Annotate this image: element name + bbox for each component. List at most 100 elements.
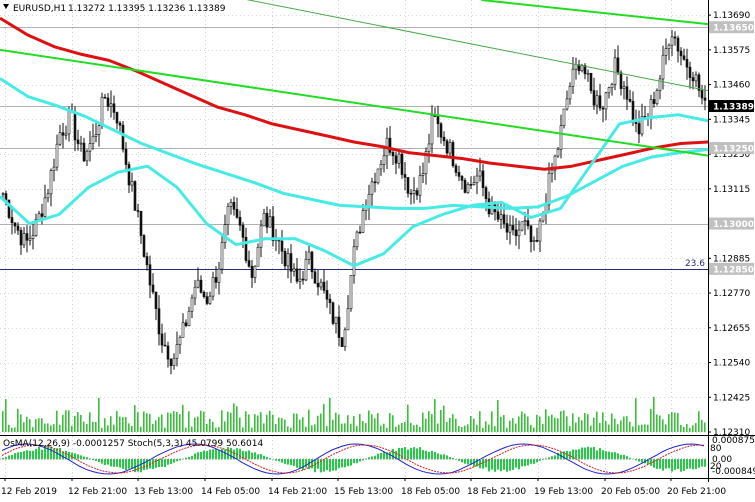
volume-bar <box>629 421 631 432</box>
volume-bar <box>533 427 535 432</box>
osma-bar <box>626 456 628 460</box>
volume-bar <box>473 418 475 432</box>
candle-body <box>628 99 632 102</box>
osma-bar <box>11 454 13 460</box>
osma-bar <box>224 449 226 460</box>
osma-bar <box>395 450 397 460</box>
candle-body <box>208 295 212 304</box>
osma-bar <box>134 459 136 473</box>
osma-bar <box>485 459 487 468</box>
volume-bar <box>200 410 202 432</box>
volume-bar <box>512 418 514 432</box>
osma-bar <box>71 452 73 460</box>
volume-bar <box>431 414 433 432</box>
volume-bar <box>71 425 73 432</box>
volume-bar <box>122 417 124 432</box>
osma-bar <box>158 459 160 468</box>
volume-bar <box>263 423 265 432</box>
candle-body <box>157 308 161 335</box>
osma-bar <box>101 459 103 464</box>
osma-bar <box>587 446 589 460</box>
candle-body <box>286 253 290 267</box>
candle-body <box>406 177 410 194</box>
volume-bar <box>584 413 586 432</box>
osma-bar <box>20 452 22 460</box>
price-tick-label: 1.13115 <box>713 185 750 195</box>
candle-body <box>640 116 644 135</box>
volume-bar <box>590 425 592 432</box>
volume-bar <box>224 421 226 432</box>
osma-bar <box>338 459 340 468</box>
candle-body <box>304 259 308 281</box>
candle-body <box>514 229 518 237</box>
volume-bar <box>389 413 391 432</box>
candle-body <box>172 357 176 366</box>
volume-bar <box>89 412 91 432</box>
time-tick-label: 20 Feb 21:00 <box>667 487 726 497</box>
osma-bar <box>491 459 493 470</box>
candle-body <box>475 175 479 183</box>
candle-body <box>361 210 365 233</box>
fib-label: 23.6 <box>685 259 705 269</box>
volume-bar <box>59 424 61 432</box>
volume-bar <box>299 419 301 432</box>
candle-body <box>235 209 239 218</box>
candle-body <box>427 143 431 152</box>
candle-body <box>481 170 485 188</box>
osma-bar <box>77 454 79 460</box>
volume-bar <box>548 416 550 432</box>
candle-body <box>430 115 434 145</box>
osma-bar <box>605 451 607 460</box>
indicator-line <box>0 113 709 268</box>
volume-bar <box>14 427 16 432</box>
stoch-level-20: 20 <box>710 462 722 472</box>
candle-body <box>139 210 143 236</box>
stoch-signal-line <box>1 444 705 474</box>
volume-bar <box>626 416 628 432</box>
candle-body <box>10 217 14 224</box>
candle-body <box>223 224 227 243</box>
candle-body <box>319 281 323 288</box>
osma-bar <box>317 459 319 469</box>
volume-bar <box>272 414 274 432</box>
osma-bar <box>200 451 202 460</box>
candle-body <box>142 235 146 257</box>
candle-body <box>445 140 449 154</box>
candle-body <box>697 74 701 91</box>
candle-body <box>25 233 29 241</box>
volume-bar <box>656 414 658 432</box>
volume-bar <box>539 416 541 432</box>
osma-bar <box>227 447 229 460</box>
candle-body <box>358 231 362 234</box>
osma-bar <box>41 449 43 460</box>
price-tick-label: 1.13345 <box>713 115 750 125</box>
osma-bar <box>233 449 235 460</box>
osma-bar <box>563 451 565 460</box>
volume-bar <box>518 416 520 432</box>
volume-bar <box>440 409 442 432</box>
osma-bar <box>251 452 253 460</box>
volume-bar <box>449 417 451 432</box>
volume-bar <box>29 419 31 432</box>
volume-bar <box>35 419 37 432</box>
candle-body <box>412 190 416 194</box>
osma-bar <box>695 459 697 469</box>
volume-bar <box>242 427 244 432</box>
candle-body <box>631 101 635 123</box>
osma-bar <box>470 459 472 465</box>
osma-bar <box>599 448 601 460</box>
candle-body <box>211 277 215 297</box>
osma-bar <box>86 457 88 460</box>
osma-bar <box>383 451 385 460</box>
time-tick-label: 20 Feb 05:00 <box>601 487 660 497</box>
candle-body <box>97 125 101 135</box>
volume-bar <box>437 423 439 432</box>
osma-bar <box>533 459 535 464</box>
candle-body <box>88 143 92 152</box>
candle-body <box>568 86 572 100</box>
volume-bar <box>203 411 205 432</box>
volume-bar <box>371 414 373 432</box>
volume-bar <box>182 404 184 432</box>
symbol-label: EURUSD,H1 <box>13 4 66 14</box>
